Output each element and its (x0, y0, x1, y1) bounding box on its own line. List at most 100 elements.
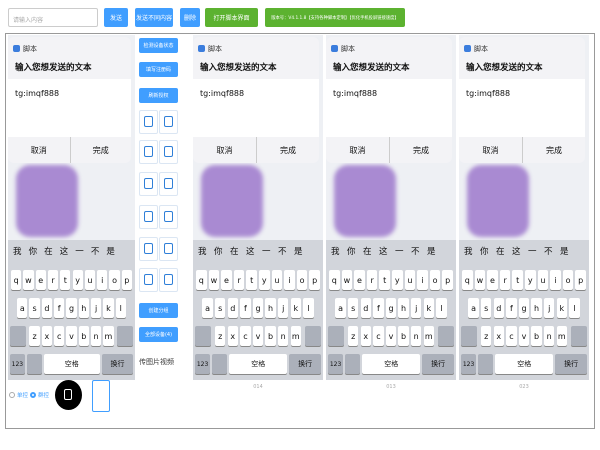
icon (144, 243, 153, 254)
key: f (240, 298, 251, 318)
icon-tile[interactable] (159, 268, 178, 292)
space-key: 空格 (495, 354, 554, 374)
icon (144, 178, 153, 189)
key: t (60, 270, 71, 290)
candidate: 你 (480, 247, 489, 257)
radio-label[interactable]: 群控 (38, 393, 50, 399)
confirm-button: 完成 (256, 137, 319, 163)
radio[interactable] (30, 392, 36, 398)
key: y (72, 270, 83, 290)
candidate: 这 (379, 247, 388, 257)
rotate-button[interactable] (92, 380, 110, 412)
icon (164, 211, 173, 222)
device-label: 013 (386, 384, 396, 390)
radio[interactable] (9, 392, 15, 398)
key: o (296, 270, 308, 290)
space-key: 空格 (229, 354, 288, 374)
cancel-button: 取消 (349, 145, 366, 155)
candidate: 一 (75, 247, 84, 257)
toolbar-button[interactable]: 版本号：V4.1.1.8【支持各种脚本定制】【优化手机投屏链接速度】 (265, 8, 405, 27)
keyboard: 我你在这一不是 q w e r t y u i o p a s d f g h j k l z x c v b n m 123 空格 换行 (459, 240, 589, 380)
key: v (66, 326, 77, 346)
key: q (11, 270, 22, 290)
app-icon (198, 45, 205, 52)
candidate: 你 (28, 247, 38, 257)
shift-key (461, 326, 478, 346)
icon-tile[interactable] (159, 172, 178, 196)
key: f (373, 298, 384, 318)
key: f (506, 298, 517, 318)
candidate: 不 (411, 247, 420, 257)
radio-label[interactable]: 单控 (17, 393, 29, 399)
key: a (17, 298, 28, 318)
key: o (429, 270, 441, 290)
key: k (103, 298, 114, 318)
candidate: 是 (560, 247, 569, 257)
candidate: 是 (294, 247, 303, 257)
home-button[interactable] (55, 380, 82, 410)
toolbar-button[interactable]: 发送不同内容 (135, 8, 173, 27)
key: k (556, 298, 568, 318)
candidate: 这 (512, 247, 521, 257)
icon-tile[interactable] (139, 110, 158, 134)
icon-tile[interactable] (159, 140, 178, 164)
icon-tile[interactable] (139, 268, 158, 292)
key: y (392, 270, 403, 290)
key: w (208, 270, 220, 290)
background-blob (201, 165, 263, 237)
candidate: 我 (464, 247, 473, 257)
candidate: 一 (262, 247, 271, 257)
icon-tile[interactable] (159, 237, 178, 261)
key: b (531, 326, 542, 346)
search-input[interactable]: 请输入内容 (8, 8, 98, 27)
key: m (290, 326, 302, 346)
key: r (47, 270, 59, 290)
sidebar-button[interactable]: 检测设备状态 (139, 38, 178, 53)
media-label: 传图片视频 (139, 358, 174, 366)
icon (144, 146, 153, 157)
key: w (23, 270, 34, 290)
toolbar-button[interactable]: 发送 (104, 8, 128, 27)
candidate: 是 (106, 247, 115, 257)
icon-tile[interactable] (159, 205, 178, 229)
candidate: 这 (59, 247, 69, 257)
numbers-key: 123 (195, 354, 211, 374)
sidebar-button[interactable]: 刷新授权 (139, 88, 178, 103)
key: l (569, 298, 580, 318)
candidate: 我 (331, 247, 340, 257)
key: s (214, 298, 226, 318)
key: h (531, 298, 542, 318)
key: v (385, 326, 397, 346)
toolbar-button[interactable]: 打开脚本界面 (205, 8, 258, 27)
cancel-button: 取消 (30, 145, 47, 155)
key: i (97, 270, 108, 290)
key: n (543, 326, 555, 346)
key: t (379, 270, 390, 290)
icon-tile[interactable] (159, 110, 178, 134)
key: o (109, 270, 120, 290)
confirm-button: 完成 (389, 137, 452, 163)
input-text: tg:imqf888 (466, 89, 511, 98)
key: p (442, 270, 453, 290)
candidate: 在 (363, 247, 372, 257)
key: n (90, 326, 102, 346)
key: e (354, 270, 365, 290)
icon (164, 243, 173, 254)
key: b (78, 326, 89, 346)
sidebar-button[interactable]: 填写注册码 (139, 62, 178, 77)
key: u (84, 270, 96, 290)
shift-key (10, 326, 26, 346)
icon-tile[interactable] (139, 140, 158, 164)
key: a (335, 298, 346, 318)
key: w (341, 270, 353, 290)
toolbar-button[interactable]: 删除 (180, 8, 200, 27)
key: j (543, 298, 555, 318)
icon-tile[interactable] (139, 205, 158, 229)
key: q (329, 270, 340, 290)
icon-tile[interactable] (139, 237, 158, 261)
icon-tile[interactable] (139, 172, 158, 196)
return-key: 换行 (422, 354, 454, 374)
sidebar-button[interactable]: 创建分组 (139, 303, 178, 318)
sidebar-button[interactable]: 全部设备(4) (139, 327, 178, 342)
